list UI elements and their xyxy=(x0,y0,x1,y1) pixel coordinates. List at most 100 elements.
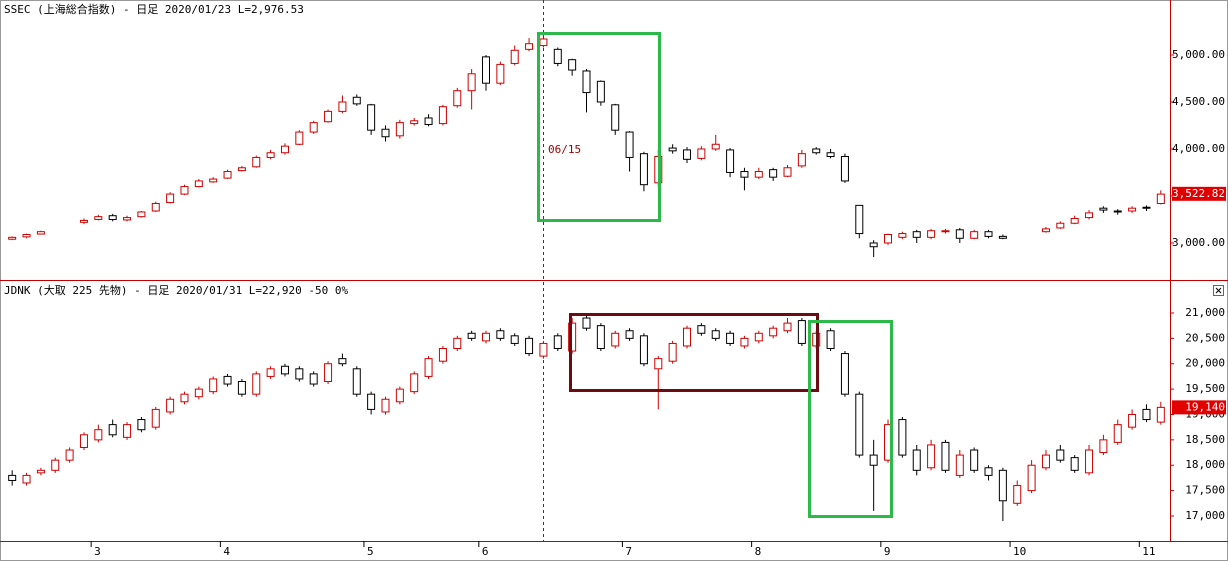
candle-body xyxy=(539,342,548,357)
candle-body xyxy=(79,434,88,448)
candle-body xyxy=(481,56,490,84)
candle-body xyxy=(625,330,634,339)
candle-body xyxy=(123,424,132,438)
candle-body xyxy=(927,444,936,469)
candle-body xyxy=(912,231,921,238)
candle-body xyxy=(180,186,189,195)
marks: 3,000.003,500.004,000.004,500.005,000.00… xyxy=(8,31,1226,558)
candle-body xyxy=(869,454,878,466)
candle-body xyxy=(683,149,692,160)
candle-body xyxy=(79,219,88,223)
x-tick-label: 6 xyxy=(482,545,489,558)
close-button[interactable] xyxy=(1213,285,1224,296)
candle-body xyxy=(1113,210,1122,213)
candle-body xyxy=(711,143,720,150)
candle-body xyxy=(1013,485,1022,504)
y-tick-label: 4,000.00 xyxy=(1172,142,1225,155)
candle-body xyxy=(884,234,893,244)
candle-body xyxy=(697,148,706,159)
candle-body xyxy=(223,375,232,385)
candle-body xyxy=(151,202,160,212)
candle-body xyxy=(525,337,534,355)
y-tick-label: 19,500 xyxy=(1185,382,1225,395)
candle-body xyxy=(711,330,720,339)
candle-body xyxy=(1027,464,1036,492)
candle-body xyxy=(209,178,218,183)
candle-body xyxy=(955,454,964,476)
candle-body xyxy=(668,342,677,362)
last-price-label: 19,140 xyxy=(1185,400,1225,413)
candle-body xyxy=(826,330,835,350)
highlight-box xyxy=(537,32,661,222)
candle-body xyxy=(94,429,103,441)
candle-body xyxy=(367,104,376,131)
highlight-box xyxy=(808,320,893,518)
candle-body xyxy=(1142,206,1151,209)
candle-body xyxy=(654,358,663,370)
candle-body xyxy=(1056,449,1065,461)
candle-body xyxy=(984,231,993,237)
candle-body xyxy=(941,230,950,233)
candle-body xyxy=(395,122,404,137)
candle-body xyxy=(726,149,735,173)
candle-body xyxy=(970,231,979,239)
panel-header: JDNK (大取 225 先物) - 日足 2020/01/31 L=22,92… xyxy=(4,283,349,297)
candle-body xyxy=(769,169,778,178)
candle-body xyxy=(151,408,160,428)
candle-body xyxy=(970,449,979,471)
candle-body xyxy=(395,388,404,403)
highlight-box xyxy=(569,313,819,392)
candle-body xyxy=(826,152,835,157)
candle-body xyxy=(22,234,31,238)
candle-body xyxy=(266,152,275,158)
y-tick-label: 18,000 xyxy=(1185,458,1225,471)
candle-body xyxy=(898,233,907,238)
last-price-box xyxy=(1172,186,1226,201)
candle-body xyxy=(769,327,778,337)
candle-body xyxy=(898,419,907,456)
candle-body xyxy=(568,322,577,352)
candle-body xyxy=(453,337,462,350)
candle-body xyxy=(596,80,605,103)
candle-body xyxy=(998,235,1007,239)
candle-body xyxy=(611,332,620,347)
candle-body xyxy=(424,117,433,126)
candle-body xyxy=(266,368,275,377)
candle-body xyxy=(108,215,117,220)
candle-body xyxy=(855,393,864,456)
candle-body xyxy=(36,469,45,474)
y-tick-label: 3,000.00 xyxy=(1172,236,1225,249)
x-tick-label: 11 xyxy=(1142,545,1155,558)
y-tick-label: 17,500 xyxy=(1185,484,1225,497)
candle-body xyxy=(1113,424,1122,443)
y-tick-label: 18,500 xyxy=(1185,433,1225,446)
candle-body xyxy=(410,120,419,125)
candle-body xyxy=(1128,413,1137,428)
candle-body xyxy=(582,317,591,329)
candle-body xyxy=(1099,207,1108,211)
candle-body xyxy=(36,231,45,235)
candle-body xyxy=(596,325,605,350)
candle-body xyxy=(295,368,304,380)
candle-body xyxy=(237,167,246,172)
candle-body xyxy=(194,388,203,398)
x-tick-label: 9 xyxy=(884,545,891,558)
candle-body xyxy=(1142,408,1151,421)
candle-body xyxy=(855,204,864,235)
x-tick-label: 7 xyxy=(625,545,632,558)
x-tick-label: 3 xyxy=(94,545,101,558)
x-tick-label: 8 xyxy=(755,545,762,558)
candle-body xyxy=(424,358,433,377)
candle-body xyxy=(338,358,347,365)
candle-body xyxy=(869,242,878,248)
candle-body xyxy=(280,145,289,154)
candle-body xyxy=(1070,457,1079,471)
candle-body xyxy=(639,153,648,186)
candle-body xyxy=(726,332,735,344)
candle-body xyxy=(998,469,1007,502)
candle-body xyxy=(94,216,103,220)
candle-body xyxy=(984,467,993,476)
candle-body xyxy=(582,70,591,94)
candle-body xyxy=(295,131,304,145)
